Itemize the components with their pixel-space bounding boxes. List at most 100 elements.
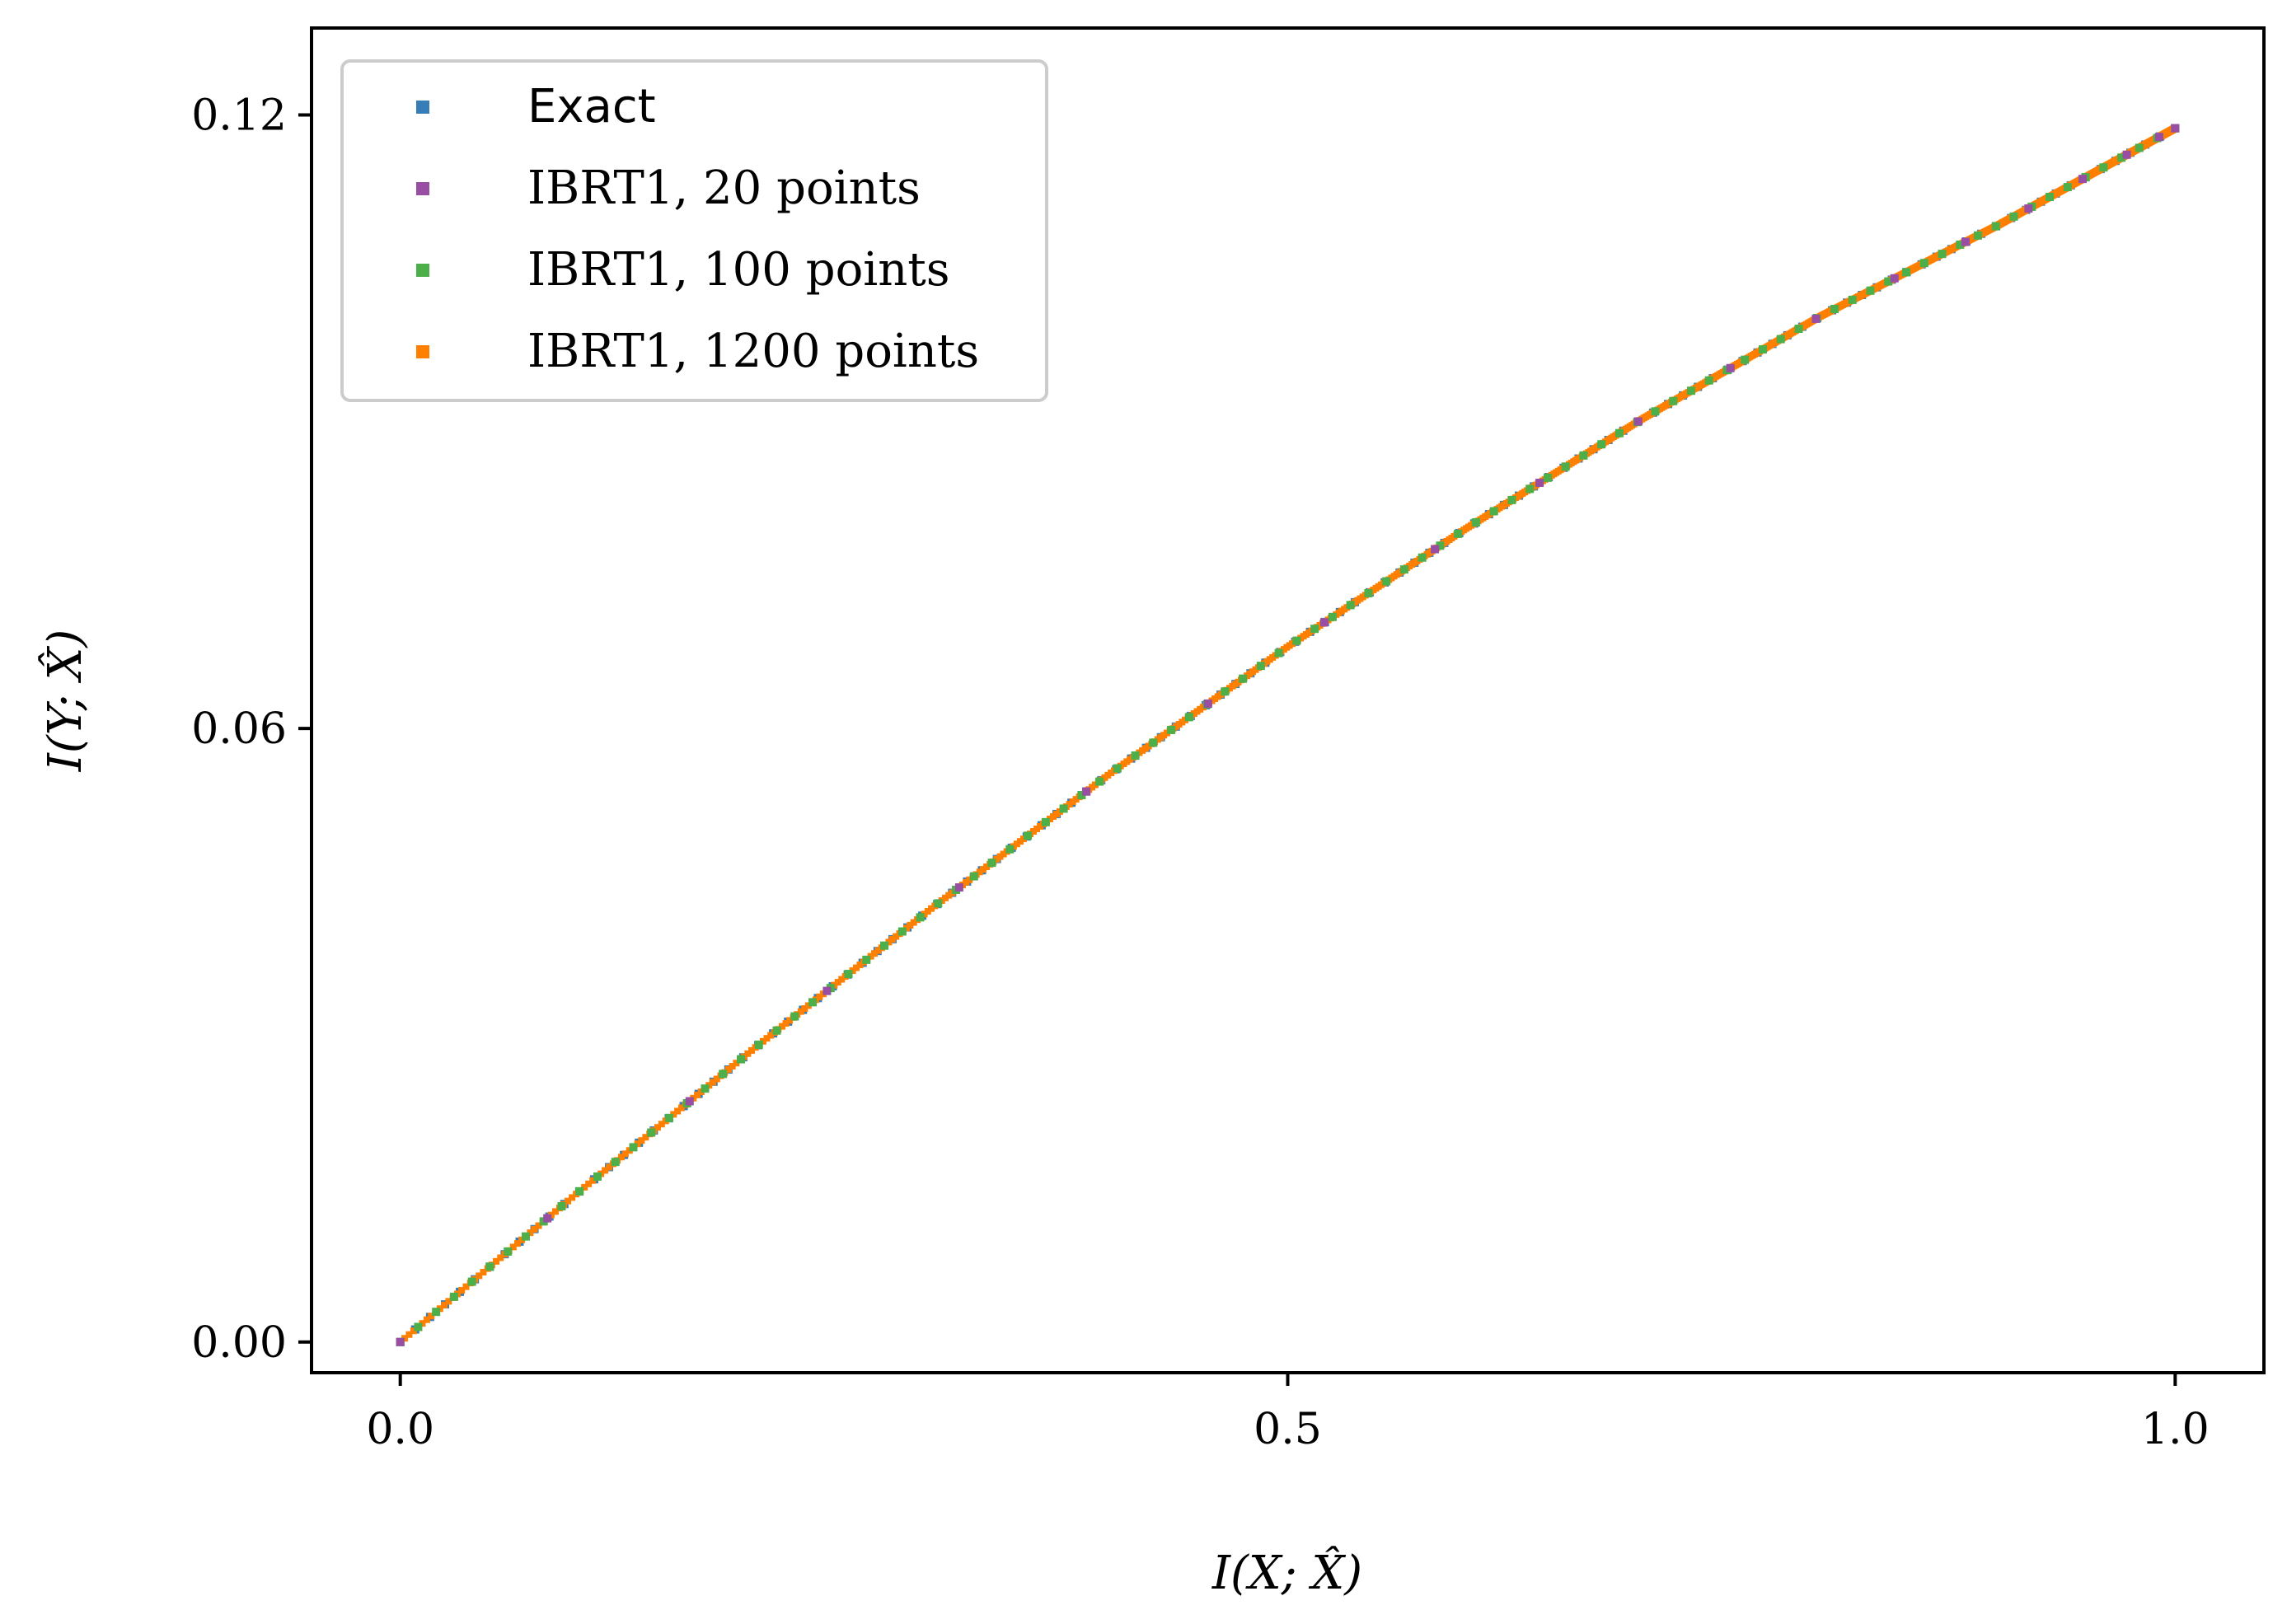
legend-marker [416,101,429,114]
data-point [476,1272,483,1280]
data-point [462,1283,470,1290]
data-point [862,955,871,964]
data-point [414,1322,423,1331]
x-tick-label: 0.0 [366,1405,434,1454]
data-point [617,1154,625,1161]
data-point [767,1032,775,1039]
data-point [2046,192,2055,201]
data-point [410,1327,417,1335]
data-point [1077,791,1086,800]
x-tick-label: 1.0 [2141,1405,2210,1454]
data-point [1113,764,1122,773]
data-point [1686,386,1695,395]
data-point [569,1194,576,1201]
y-tick-label: 0.00 [191,1318,287,1368]
data-point [1041,817,1050,826]
data-point [1019,835,1027,843]
data-point [1167,725,1176,734]
data-point [1776,335,1785,344]
data-point [1561,462,1570,471]
data-point [1000,850,1007,858]
data-point [432,1308,441,1317]
data-point [654,1124,661,1131]
data-point [893,933,900,940]
data-point [521,1232,530,1241]
data-point [664,1113,673,1122]
data-point [1741,355,1750,364]
data-point [801,1005,808,1013]
legend-label: IBRT1, 20 points [527,161,921,215]
data-point [419,1320,426,1327]
data-point [2122,150,2131,159]
data-point [504,1247,513,1256]
data-point [1890,274,1899,283]
data-point [871,950,879,957]
data-point [428,1313,435,1320]
data-point [1436,541,1445,550]
data-point [531,1225,538,1233]
data-point [467,1277,476,1286]
data-point [1848,295,1857,304]
data-point [744,1050,752,1057]
data-point [1726,363,1735,372]
data-point [458,1287,466,1294]
data-point [629,1143,638,1152]
data-point [969,872,978,881]
data-point [670,1111,677,1118]
x-tick-label: 0.5 [1254,1405,1322,1454]
data-point [748,1046,756,1054]
data-point [1310,625,1319,634]
y-axis-ticks: 0.00 0.06 0.12 [191,91,312,1368]
data-point [808,998,818,1007]
data-point [910,919,917,926]
data-point [701,1084,710,1093]
data-point [1221,687,1230,696]
data-point [1274,648,1283,658]
data-point [954,883,963,892]
data-point [401,1335,409,1342]
data-point [724,1065,732,1073]
data-point [928,905,935,912]
data-point [1016,838,1024,845]
data-point [509,1243,517,1251]
data-point [1399,565,1408,574]
data-point [621,1150,629,1158]
data-point [2099,163,2108,172]
data-point [1633,417,1643,426]
data-point [1471,517,1480,527]
data-point [1956,240,1965,249]
data-point [976,868,983,876]
data-point [903,924,911,932]
data-point [638,1137,645,1144]
data-point [1507,495,1516,504]
data-point [993,855,1001,863]
data-point [1013,840,1020,848]
data-point [713,1075,720,1083]
data-point [445,1298,452,1305]
data-point [853,964,860,971]
data-point [1704,376,1713,385]
x-axis-label: I(X; X̂) [1211,1545,1362,1600]
data-point [2154,133,2163,142]
data-point [513,1240,521,1247]
data-point [885,938,893,946]
data-point [945,892,953,899]
data-point [759,1037,766,1045]
data-point [729,1063,736,1070]
data-point [880,941,889,950]
data-point [674,1107,682,1115]
data-point [1794,325,1803,334]
data-point [804,1002,812,1009]
data-point [1811,314,1821,323]
data-point [966,876,973,883]
data-point [790,1012,799,1021]
legend-box [340,59,1048,402]
data-point [1059,804,1068,813]
data-point [589,1177,597,1184]
data-point [1364,588,1373,597]
data-point [405,1331,413,1338]
data-point [593,1172,602,1181]
data-point [979,866,987,873]
data-point [996,853,1004,860]
